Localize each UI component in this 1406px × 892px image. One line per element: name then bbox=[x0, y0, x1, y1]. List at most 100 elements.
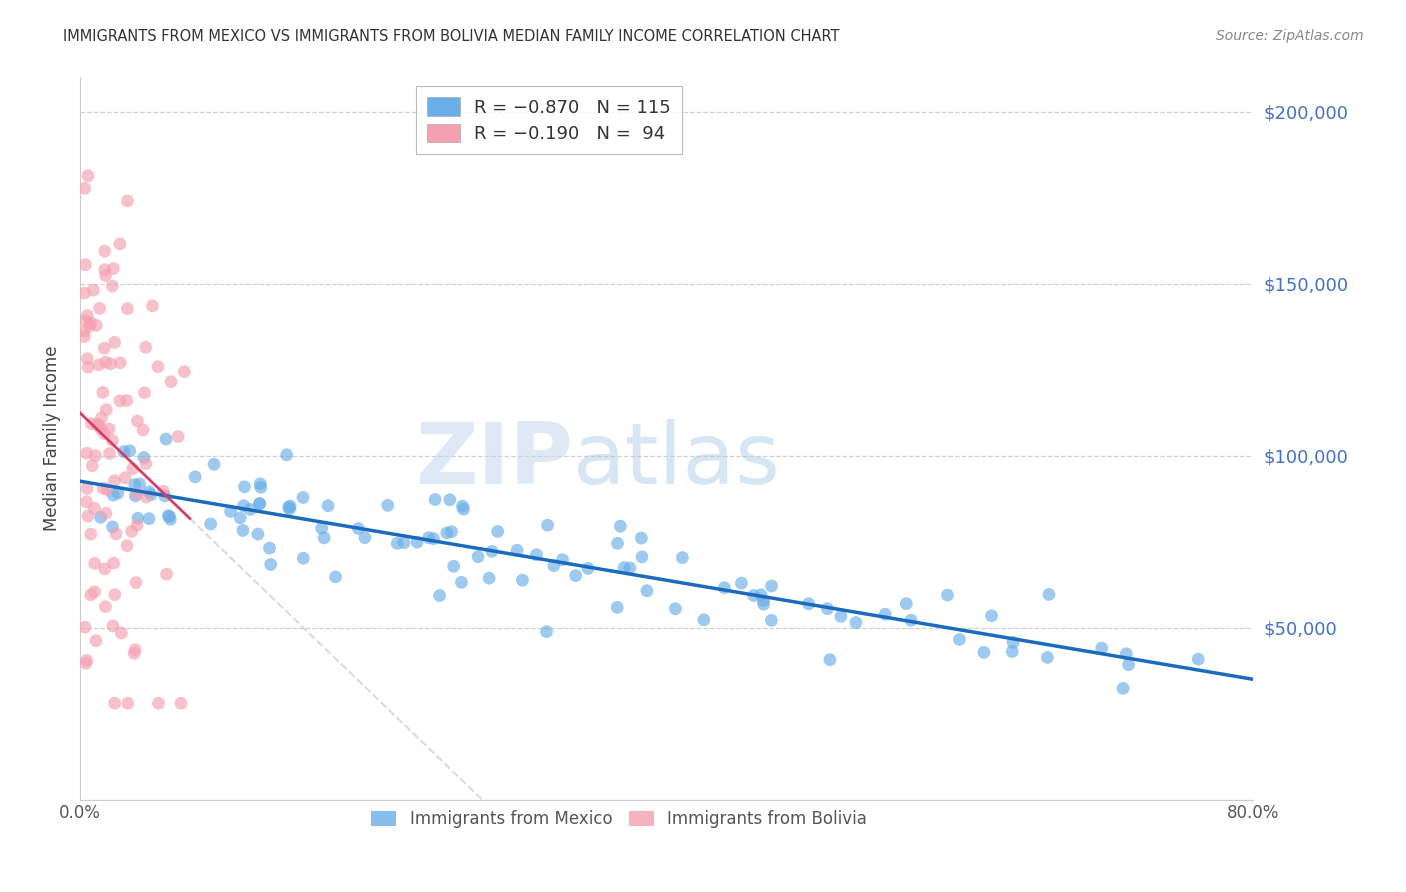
Y-axis label: Median Family Income: Median Family Income bbox=[44, 346, 60, 532]
Point bbox=[354, 531, 377, 545]
Point bbox=[157, 508, 180, 523]
Point bbox=[87, 358, 110, 372]
Point bbox=[73, 620, 96, 634]
Point bbox=[752, 593, 775, 607]
Point bbox=[83, 557, 105, 571]
Point bbox=[606, 600, 628, 615]
Point bbox=[155, 432, 177, 446]
Point bbox=[101, 279, 124, 293]
Point bbox=[73, 286, 96, 301]
Point bbox=[536, 624, 558, 639]
Point bbox=[76, 653, 98, 667]
Point bbox=[249, 480, 271, 494]
Point bbox=[1036, 650, 1059, 665]
Point bbox=[440, 524, 463, 539]
Point bbox=[1112, 681, 1135, 696]
Point bbox=[118, 443, 141, 458]
Point bbox=[96, 483, 118, 497]
Point bbox=[75, 258, 97, 272]
Point bbox=[486, 524, 509, 539]
Point bbox=[551, 552, 574, 566]
Point bbox=[115, 539, 138, 553]
Point bbox=[249, 496, 271, 510]
Point bbox=[91, 481, 114, 495]
Point bbox=[749, 588, 772, 602]
Point bbox=[139, 488, 162, 502]
Point bbox=[87, 417, 110, 432]
Point bbox=[316, 499, 339, 513]
Point bbox=[973, 645, 995, 659]
Point bbox=[127, 518, 149, 533]
Point bbox=[94, 355, 117, 369]
Point bbox=[325, 570, 347, 584]
Point bbox=[146, 359, 169, 374]
Point bbox=[418, 531, 440, 545]
Point bbox=[76, 309, 98, 323]
Point bbox=[94, 562, 117, 576]
Point bbox=[392, 535, 415, 549]
Point bbox=[89, 301, 111, 316]
Point bbox=[79, 318, 101, 333]
Point bbox=[90, 422, 112, 436]
Point bbox=[543, 558, 565, 573]
Point bbox=[606, 536, 628, 550]
Point bbox=[478, 571, 501, 585]
Point bbox=[219, 504, 242, 518]
Point bbox=[526, 548, 548, 562]
Point bbox=[110, 626, 132, 640]
Point bbox=[314, 531, 336, 545]
Point bbox=[104, 588, 127, 602]
Point bbox=[84, 318, 107, 333]
Point bbox=[86, 417, 108, 432]
Point bbox=[122, 646, 145, 660]
Point bbox=[101, 619, 124, 633]
Point bbox=[845, 615, 868, 630]
Point bbox=[77, 169, 100, 183]
Point bbox=[117, 696, 139, 710]
Point bbox=[1001, 644, 1024, 658]
Point bbox=[76, 482, 98, 496]
Point bbox=[84, 633, 107, 648]
Point bbox=[90, 510, 112, 524]
Point bbox=[1118, 657, 1140, 672]
Point bbox=[124, 477, 146, 491]
Point bbox=[631, 549, 654, 564]
Point bbox=[896, 597, 918, 611]
Point bbox=[564, 568, 586, 582]
Point bbox=[104, 526, 127, 541]
Point bbox=[239, 502, 262, 516]
Point bbox=[292, 551, 315, 566]
Point bbox=[75, 314, 97, 328]
Point bbox=[148, 696, 170, 710]
Point bbox=[246, 527, 269, 541]
Point bbox=[311, 521, 333, 535]
Point bbox=[761, 613, 783, 627]
Point bbox=[94, 599, 117, 614]
Point bbox=[536, 518, 558, 533]
Point bbox=[91, 385, 114, 400]
Point bbox=[406, 535, 429, 549]
Point bbox=[73, 329, 96, 343]
Point bbox=[233, 480, 256, 494]
Point bbox=[141, 299, 163, 313]
Point bbox=[443, 559, 465, 574]
Point bbox=[202, 457, 225, 471]
Point bbox=[77, 360, 100, 375]
Point bbox=[114, 471, 136, 485]
Text: ZIP: ZIP bbox=[415, 418, 572, 501]
Point bbox=[613, 560, 636, 574]
Text: Source: ZipAtlas.com: Source: ZipAtlas.com bbox=[1216, 29, 1364, 43]
Point bbox=[152, 484, 174, 499]
Point bbox=[818, 653, 841, 667]
Point bbox=[94, 268, 117, 283]
Point bbox=[347, 522, 370, 536]
Point bbox=[377, 499, 399, 513]
Point bbox=[1187, 652, 1209, 666]
Point bbox=[80, 588, 103, 602]
Point bbox=[249, 497, 271, 511]
Point bbox=[167, 429, 190, 443]
Point bbox=[936, 588, 959, 602]
Point bbox=[387, 536, 409, 550]
Point bbox=[671, 550, 693, 565]
Point bbox=[481, 544, 503, 558]
